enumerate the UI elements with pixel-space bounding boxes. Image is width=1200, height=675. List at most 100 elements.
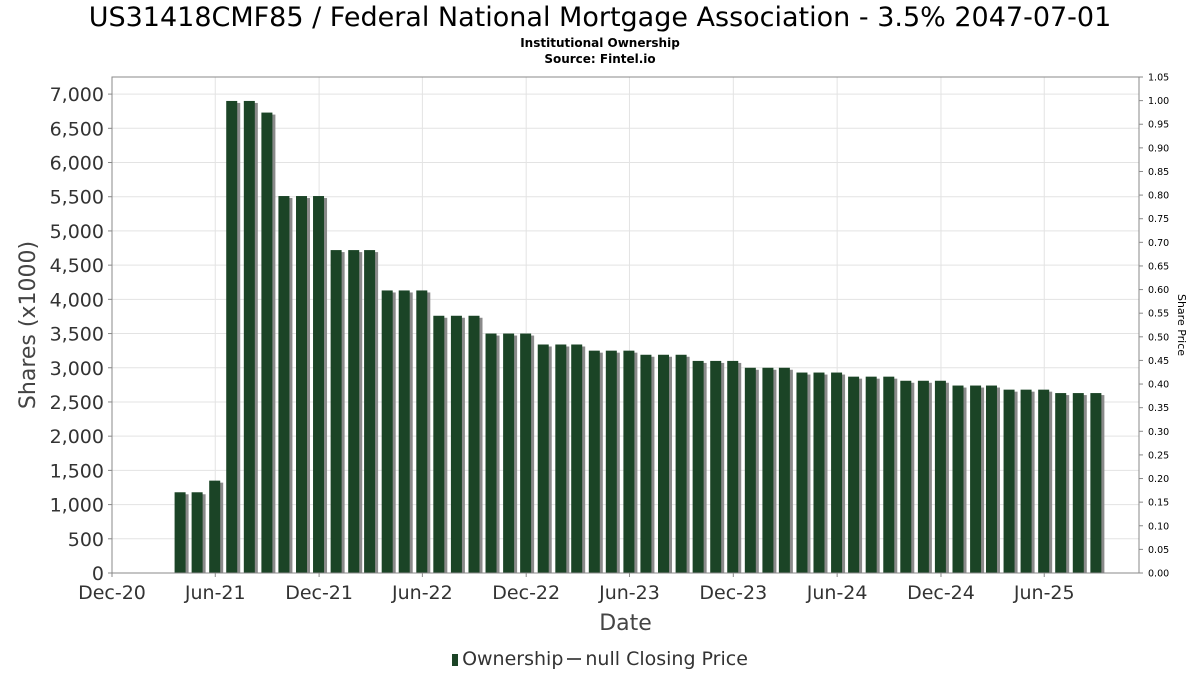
y-tick-label: 5,500 [50, 187, 104, 209]
y2-tick-label: 0.70 [1148, 238, 1169, 249]
ownership-bar [1003, 389, 1015, 573]
ownership-bar [1020, 389, 1032, 573]
y2-tick-label: 0.95 [1148, 120, 1169, 131]
ownership-bar [605, 350, 617, 573]
ownership-bar [243, 100, 255, 573]
y2-tick-label: 0.55 [1148, 309, 1169, 320]
y-tick-label: 2,500 [50, 392, 104, 414]
ownership-bar [762, 367, 774, 573]
x-tick-label: Dec-24 [907, 582, 975, 604]
ownership-bar [640, 354, 652, 573]
y2-tick-label: 0.35 [1148, 403, 1169, 414]
x-axis-label: Date [599, 611, 652, 636]
y2-tick-label: 0.85 [1148, 167, 1169, 178]
ownership-bar [313, 196, 325, 574]
ownership-bar [364, 250, 376, 573]
y-tick-label: 5,000 [50, 221, 104, 243]
y-tick-label: 3,500 [50, 324, 104, 346]
x-tick-label: Jun-24 [806, 582, 868, 604]
y2-tick-label: 0.65 [1148, 261, 1169, 272]
y2-tick-label: 0.40 [1148, 380, 1169, 391]
ownership-bar [985, 385, 997, 573]
ownership-bar [623, 350, 635, 573]
x-tick-label: Dec-20 [78, 582, 146, 604]
ownership-bar [727, 360, 739, 573]
y2-tick-label: 1.05 [1148, 73, 1169, 84]
ownership-bar [744, 367, 756, 573]
plot-frame [111, 76, 1140, 574]
y-tick-label: 1,000 [50, 495, 104, 517]
y2-tick-label: 0.80 [1148, 191, 1169, 202]
y2-tick-label: 0.30 [1148, 427, 1169, 438]
y2-tick-label: 0.20 [1148, 474, 1169, 485]
chart-subtitle: Institutional Ownership [520, 36, 680, 50]
ownership-bar [226, 100, 238, 573]
ownership-bar [658, 354, 670, 573]
ownership-bar [416, 290, 428, 573]
chart-source: Source: Fintel.io [544, 52, 656, 66]
y-tick-label: 6,500 [50, 118, 104, 140]
ownership-bar [278, 196, 290, 574]
y2-tick-label: 0.10 [1148, 521, 1169, 532]
y2-tick-label: 0.05 [1148, 545, 1169, 556]
ownership-bar [710, 360, 722, 573]
x-tick-label: Jun-25 [1013, 582, 1075, 604]
ownership-bar [348, 250, 360, 573]
y-axis-label: Shares (x1000) [16, 241, 41, 409]
ownership-bar [970, 385, 982, 573]
y-tick-label: 1,500 [50, 460, 104, 482]
y-tick-label: 500 [68, 529, 104, 551]
ownership-bar [865, 376, 877, 573]
ownership-bar [503, 333, 515, 573]
y-tick-label: 4,500 [50, 255, 104, 277]
y2-tick-label: 0.45 [1148, 356, 1169, 367]
ownership-bar [952, 385, 964, 573]
y-tick-label: 0 [92, 563, 104, 585]
ownership-bar [1055, 393, 1067, 573]
ownership-bar [537, 344, 549, 573]
y-tick-label: 6,000 [50, 153, 104, 175]
x-tick-label: Jun-23 [598, 582, 660, 604]
ownership-bar [174, 492, 186, 573]
ownership-bar [883, 376, 895, 573]
ownership-bar [692, 360, 704, 573]
ownership-bar [1090, 393, 1102, 573]
ownership-bar [900, 380, 912, 573]
y2-tick-label: 0.50 [1148, 332, 1169, 343]
legend-ownership-label[interactable]: Ownership [462, 648, 564, 670]
ownership-bar [571, 344, 583, 573]
ownership-bar [555, 344, 567, 573]
x-tick-label: Jun-22 [391, 582, 453, 604]
ownership-bar [485, 333, 497, 573]
y2-tick-label: 0.75 [1148, 214, 1169, 225]
ownership-bar [450, 315, 462, 573]
ownership-bar [917, 380, 929, 573]
ownership-bar [675, 354, 687, 573]
y2-axis-label: Share Price [1175, 294, 1188, 356]
ownership-bar [468, 315, 480, 573]
x-tick-label: Dec-22 [492, 582, 560, 604]
y2-tick-label: 0.00 [1148, 569, 1169, 580]
ownership-bar [296, 196, 308, 574]
ownership-bar [381, 290, 393, 573]
y-tick-label: 2,000 [50, 426, 104, 448]
legend-price-label[interactable]: null Closing Price [585, 648, 748, 670]
y2-tick-label: 1.00 [1148, 96, 1169, 107]
ownership-bar [831, 372, 843, 573]
ownership-bar [433, 315, 445, 573]
ownership-bar [330, 250, 342, 573]
y2-tick-label: 0.25 [1148, 450, 1169, 461]
ownership-bar [796, 372, 808, 573]
x-tick-label: Dec-21 [285, 582, 353, 604]
x-tick-label: Dec-23 [699, 582, 767, 604]
y-tick-label: 7,000 [50, 84, 104, 106]
ownership-bar [209, 480, 221, 573]
ownership-bar [261, 112, 273, 574]
ownership-bar [848, 376, 860, 573]
y-tick-label: 4,000 [50, 289, 104, 311]
y2-tick-label: 0.60 [1148, 285, 1169, 296]
chart-title: US31418CMF85 / Federal National Mortgage… [88, 2, 1112, 33]
y2-tick-label: 0.15 [1148, 498, 1169, 509]
ownership-bar [520, 333, 532, 573]
